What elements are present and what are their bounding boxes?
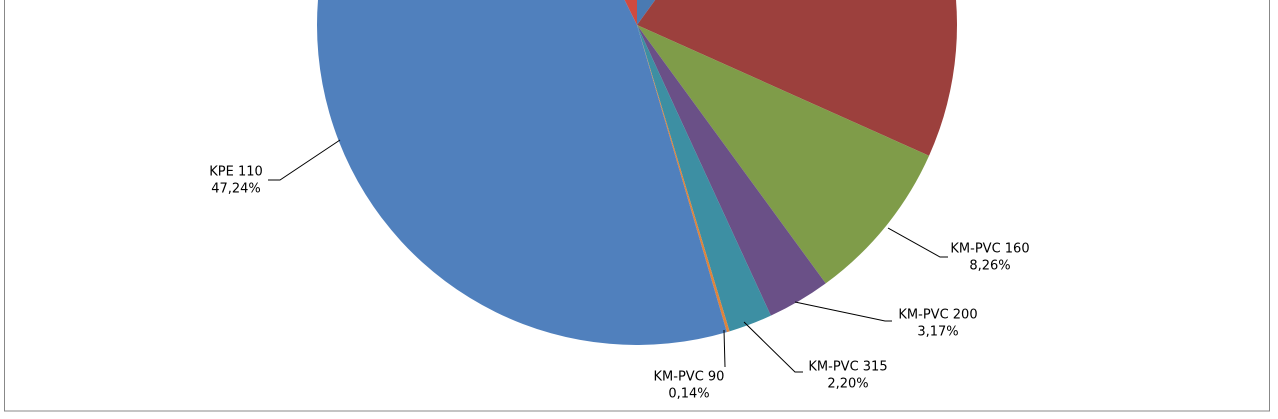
pie-slice [624, 0, 637, 25]
leader-line [723, 329, 726, 368]
pie [317, 0, 957, 345]
leader-line [794, 301, 892, 322]
slice-value-label: 0,14% [668, 387, 709, 402]
labels: KM-PVC 160 8,26% KM-PVC 200 3,17% KM-PVC 315… [209, 139, 1030, 402]
pie-slice [317, 0, 727, 345]
slice-label: KM-PVC 200 [898, 308, 977, 323]
pie-slice [637, 25, 730, 333]
leader-line [887, 227, 948, 258]
slice-value-label: 8,26% [969, 259, 1010, 274]
pie-slice [637, 25, 930, 284]
pie-slice [637, 0, 957, 156]
slice-label: KPE 110 [209, 165, 263, 180]
pie-slice [637, 25, 771, 332]
slice-label: KM-PVC 315 [808, 360, 887, 375]
leader-line [268, 139, 341, 181]
leader-line [743, 321, 803, 373]
pie-slice [637, 25, 826, 316]
slice-label: KM-PVC 160 [950, 242, 1029, 257]
slice-value-label: 3,17% [917, 325, 958, 340]
slice-label: KM-PVC 90 [654, 370, 725, 385]
slice-value-label: 47,24% [211, 182, 261, 197]
slice-value-label: 2,20% [827, 377, 868, 392]
